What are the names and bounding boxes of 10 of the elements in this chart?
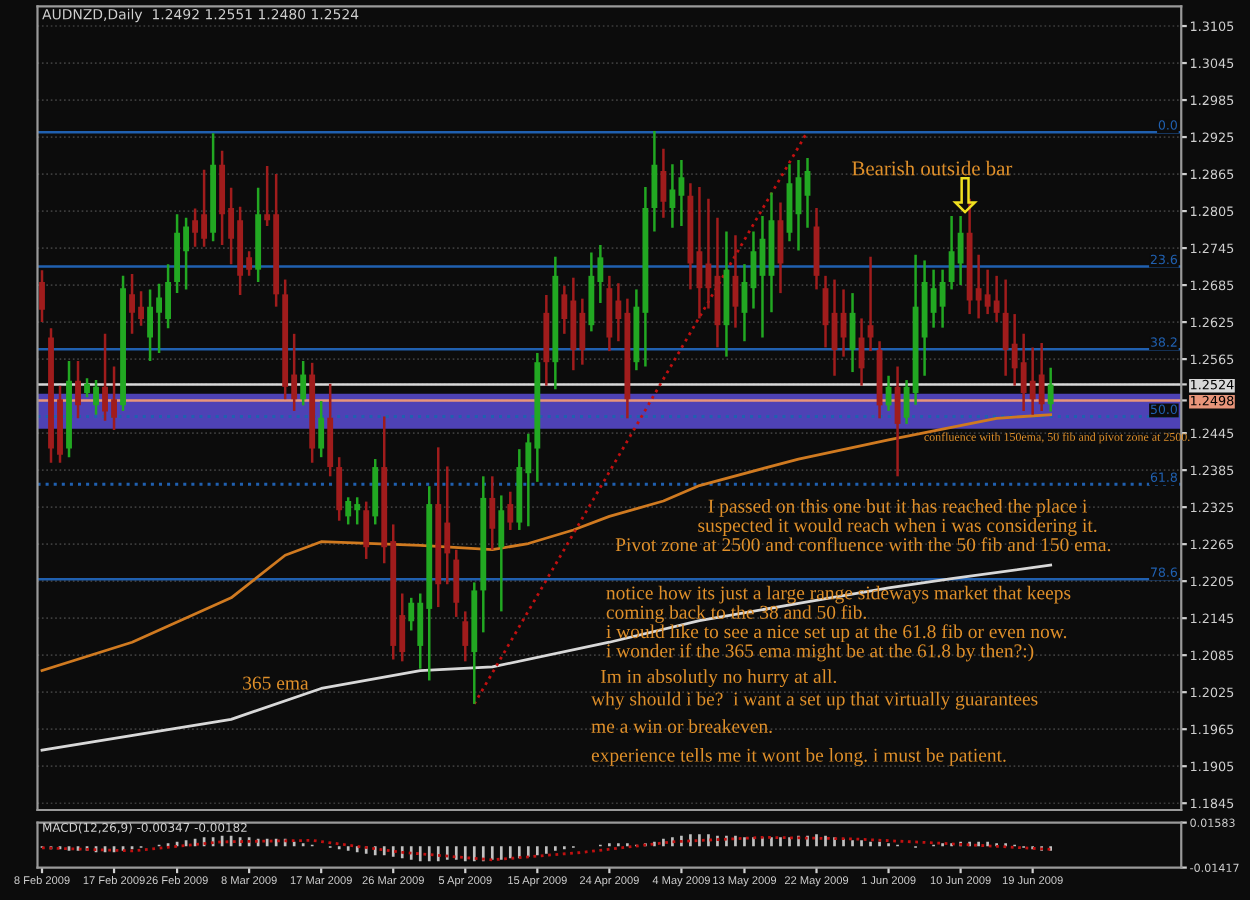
- annotation: why should i be? i want a set up that virtually guarantees: [591, 691, 1038, 710]
- series-label: 365 ema: [243, 676, 309, 690]
- annotation: I passed on this one but it has reached the place i: [708, 498, 1088, 517]
- annotation: i wonder if the 365 ema might be at the 61.8 by then?:): [606, 643, 1034, 662]
- annotation: Pivot zone at 2500 and confluence with the 50 fib and 150 ema.: [615, 537, 1111, 552]
- annotation: Im in absolutly no hurry at all.: [600, 669, 837, 688]
- annotation: suspected it would reach when i was considering it.: [698, 518, 1097, 536]
- annotation: experience tells me it wont be long. i must be patient.: [591, 748, 1006, 766]
- annotation: Bearish outside bar: [852, 160, 1013, 176]
- annotation: me a win or breakeven.: [591, 719, 772, 733]
